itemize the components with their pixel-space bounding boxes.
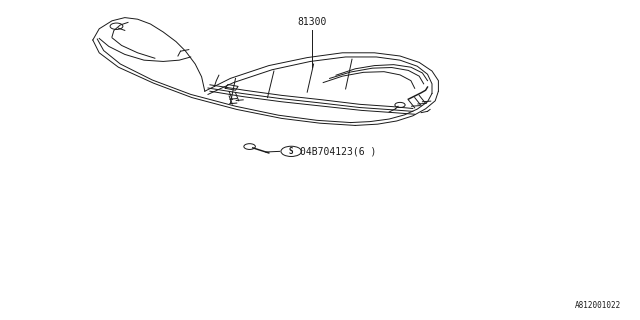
Text: 81300: 81300 <box>298 17 327 27</box>
Text: A812001022: A812001022 <box>575 301 621 310</box>
Text: S: S <box>289 147 294 156</box>
Text: 04B704123(6 ): 04B704123(6 ) <box>300 146 376 156</box>
